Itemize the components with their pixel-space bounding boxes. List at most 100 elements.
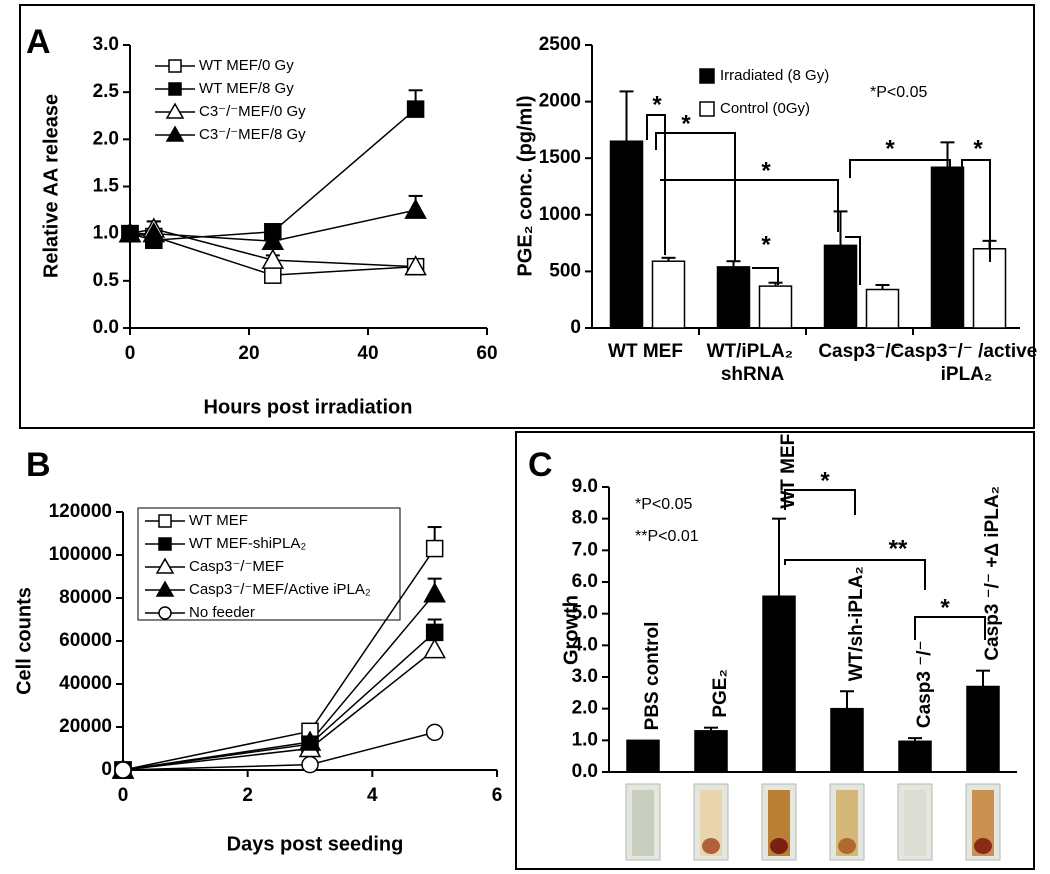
y-tick-label: 60000 xyxy=(59,630,112,651)
y-tick-label: 8.0 xyxy=(572,508,598,529)
marker xyxy=(158,537,172,551)
x-tick-label: 0 xyxy=(118,785,129,806)
y-tick-label: 0.0 xyxy=(572,761,598,782)
marker xyxy=(168,82,182,96)
marker xyxy=(423,638,446,659)
annotation: *P<0.05 xyxy=(635,496,692,513)
y-tick-label: 1.0 xyxy=(572,729,598,750)
significance-bracket xyxy=(849,159,951,178)
marker xyxy=(301,755,319,774)
x-tick-label: 0 xyxy=(125,343,136,364)
y-tick-label: 500 xyxy=(549,260,581,281)
y-axis-label: Relative AA release xyxy=(40,94,62,278)
bar xyxy=(830,707,864,773)
bar xyxy=(626,739,660,773)
bar xyxy=(762,595,796,773)
tube-image xyxy=(838,838,856,854)
x-axis-label: Days post seeding xyxy=(227,833,404,855)
tube-image xyxy=(972,790,994,856)
significance-bracket xyxy=(784,559,926,590)
y-tick-label: 1000 xyxy=(539,204,581,225)
y-tick-label: 120000 xyxy=(49,501,112,522)
marker xyxy=(261,248,285,269)
category-label: WT/iPLA₂ shRNA xyxy=(707,341,799,385)
y-tick-label: 0 xyxy=(570,317,581,338)
category-label: Casp3 ⁻/⁻ +Δ iPLA₂ xyxy=(982,486,1003,661)
category-label: WT MEF xyxy=(608,341,683,362)
x-tick-label: 60 xyxy=(476,343,497,364)
marker xyxy=(404,255,427,276)
y-tick-label: 0 xyxy=(101,759,112,780)
y-tick-label: 2.0 xyxy=(93,128,119,149)
tube-image xyxy=(974,838,992,854)
marker xyxy=(406,100,425,118)
significance-mark: * xyxy=(681,110,691,137)
significance-bracket xyxy=(660,179,839,232)
marker xyxy=(261,229,285,250)
legend-label: Casp3⁻/⁻MEF xyxy=(189,558,284,575)
bar xyxy=(758,285,793,329)
marker xyxy=(404,198,427,219)
marker xyxy=(158,606,172,620)
significance-bracket xyxy=(655,132,736,262)
marker xyxy=(155,557,175,574)
series-line xyxy=(129,232,416,276)
y-tick-label: 100000 xyxy=(49,544,112,565)
category-label: Casp3 ⁻/⁻ xyxy=(914,640,935,728)
marker xyxy=(425,539,444,558)
y-tick-label: 1.0 xyxy=(93,223,119,244)
category-label: Casp3⁻/⁻ /active iPLA₂ xyxy=(890,341,1042,385)
legend-label: WT MEF/8 Gy xyxy=(199,80,294,97)
bar xyxy=(716,266,751,329)
marker xyxy=(155,580,175,597)
marker xyxy=(168,59,182,73)
y-tick-label: 4.0 xyxy=(572,634,598,655)
marker xyxy=(118,222,142,243)
y-tick-label: 7.0 xyxy=(572,539,598,560)
y-tick-label: 6.0 xyxy=(572,571,598,592)
tube-image xyxy=(904,790,926,856)
legend-label: C3⁻/⁻MEF/0 Gy xyxy=(199,103,306,120)
annotation: *P<0.05 xyxy=(870,84,927,101)
series-line xyxy=(122,631,436,771)
tube-image xyxy=(700,790,722,856)
y-tick-label: 2.5 xyxy=(93,81,120,102)
series-line xyxy=(130,209,416,242)
significance-bracket xyxy=(914,616,986,640)
marker xyxy=(114,761,132,779)
marker xyxy=(264,266,282,284)
y-tick-label: 3.0 xyxy=(93,34,119,55)
y-tick-label: 3.0 xyxy=(572,666,598,687)
category-label: WT/sh-iPLA₂ xyxy=(846,566,867,681)
y-tick-label: 2500 xyxy=(539,34,581,55)
significance-mark: * xyxy=(973,135,983,162)
marker xyxy=(165,102,185,119)
x-tick-label: 20 xyxy=(238,343,259,364)
significance-mark: * xyxy=(652,91,662,118)
tube-image xyxy=(632,790,654,856)
marker xyxy=(142,222,166,243)
panel-label: B xyxy=(26,446,51,484)
marker xyxy=(298,730,322,751)
significance-mark: * xyxy=(820,467,830,494)
tube-image xyxy=(768,790,790,856)
legend-swatch xyxy=(699,101,715,117)
y-tick-label: 2.0 xyxy=(572,698,598,719)
significance-mark: * xyxy=(761,157,771,184)
x-axis-label: Hours post irradiation xyxy=(204,396,413,418)
y-axis-label: Growth xyxy=(560,595,582,665)
panel-label: C xyxy=(528,446,553,484)
y-tick-label: 20000 xyxy=(59,716,112,737)
bar xyxy=(823,244,858,329)
significance-bracket xyxy=(646,114,666,255)
marker xyxy=(425,623,444,642)
legend-label: C3⁻/⁻MEF/8 Gy xyxy=(199,126,306,143)
significance-bracket xyxy=(845,236,861,285)
series-line xyxy=(129,228,416,268)
y-tick-label: 0.5 xyxy=(93,270,120,291)
legend-label: Casp3⁻/⁻MEF/Active iPLA₂ xyxy=(189,581,371,598)
tube-image xyxy=(836,790,858,856)
bar xyxy=(898,740,932,773)
y-tick-label: 5.0 xyxy=(572,603,598,624)
